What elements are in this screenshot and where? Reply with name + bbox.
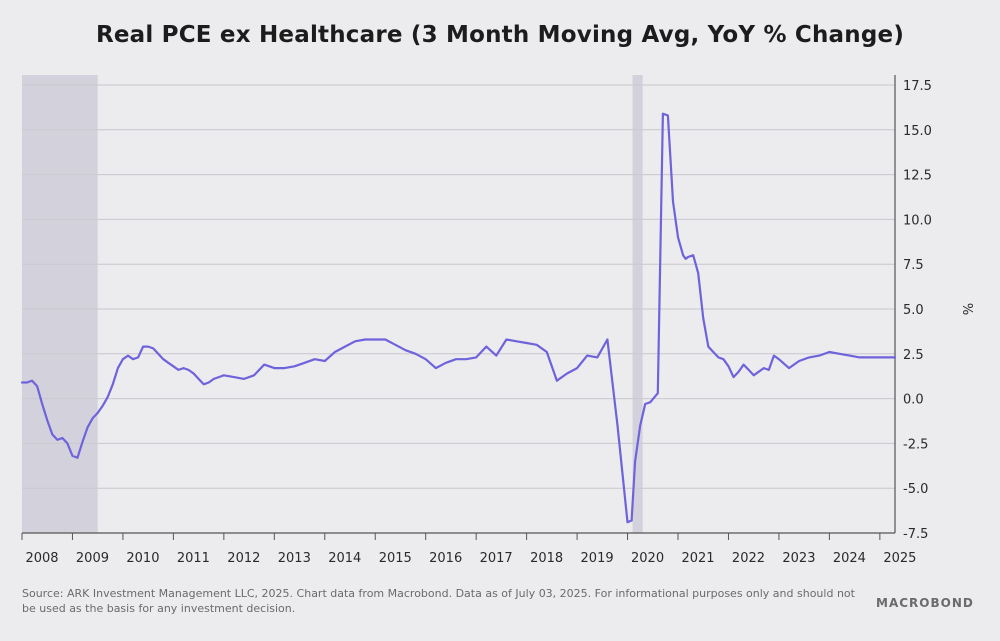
y-tick-label: -5.0 bbox=[903, 482, 928, 497]
y-axis-label: % bbox=[959, 303, 974, 315]
x-tick-label: 2014 bbox=[328, 551, 361, 566]
x-tick-label: 2012 bbox=[227, 551, 260, 566]
recession-shade-0 bbox=[22, 75, 98, 533]
x-tick-label: 2023 bbox=[782, 551, 815, 566]
x-tick-label: 2015 bbox=[379, 551, 412, 566]
x-tick-label: 2013 bbox=[278, 551, 311, 566]
x-tick-label: 2008 bbox=[25, 551, 58, 566]
x-tick-label: 2022 bbox=[732, 551, 765, 566]
y-tick-label: 5.0 bbox=[903, 303, 924, 318]
y-tick-label: 7.5 bbox=[903, 258, 924, 273]
y-tick-label: 0.0 bbox=[903, 393, 924, 408]
recession-shading-layer bbox=[22, 75, 643, 533]
series-layer bbox=[20, 112, 897, 524]
x-tick-label: 2017 bbox=[480, 551, 513, 566]
x-tick-label: 2024 bbox=[833, 551, 866, 566]
tick-labels: 17.5 15.0 12.5 10.0 7.5 5.0 2.5 0.0 -2.5 -5.0 -7.5… bbox=[25, 79, 974, 566]
source-note: Source: ARK Investment Management LLC, 2… bbox=[22, 587, 855, 615]
y-tick-label: 10.0 bbox=[903, 213, 932, 228]
x-tick-label: 2011 bbox=[177, 551, 210, 566]
x-tick-label: 2009 bbox=[76, 551, 109, 566]
y-tick-label: 12.5 bbox=[903, 169, 932, 184]
x-tick-label: 2019 bbox=[581, 551, 614, 566]
y-tick-label: 2.5 bbox=[903, 348, 924, 363]
macrobond-logo: MACROBOND bbox=[876, 596, 974, 610]
axes bbox=[21, 75, 896, 540]
x-tick-label: 2010 bbox=[126, 551, 159, 566]
y-tick-label: 17.5 bbox=[903, 79, 932, 94]
y-tick-label: -2.5 bbox=[903, 437, 928, 452]
chart-title: Real PCE ex Healthcare (3 Month Moving A… bbox=[95, 22, 905, 48]
x-tick-label: 2025 bbox=[883, 551, 916, 566]
y-tick-label: 15.0 bbox=[903, 124, 932, 139]
series-line-0 bbox=[20, 112, 897, 524]
x-tick-label: 2020 bbox=[631, 551, 664, 566]
y-tick-label: -7.5 bbox=[903, 527, 928, 542]
recession-shade-1 bbox=[632, 75, 643, 533]
x-tick-label: 2021 bbox=[681, 551, 714, 566]
x-tick-label: 2016 bbox=[429, 551, 462, 566]
x-tick-label: 2018 bbox=[530, 551, 563, 566]
gridlines bbox=[22, 84, 895, 534]
